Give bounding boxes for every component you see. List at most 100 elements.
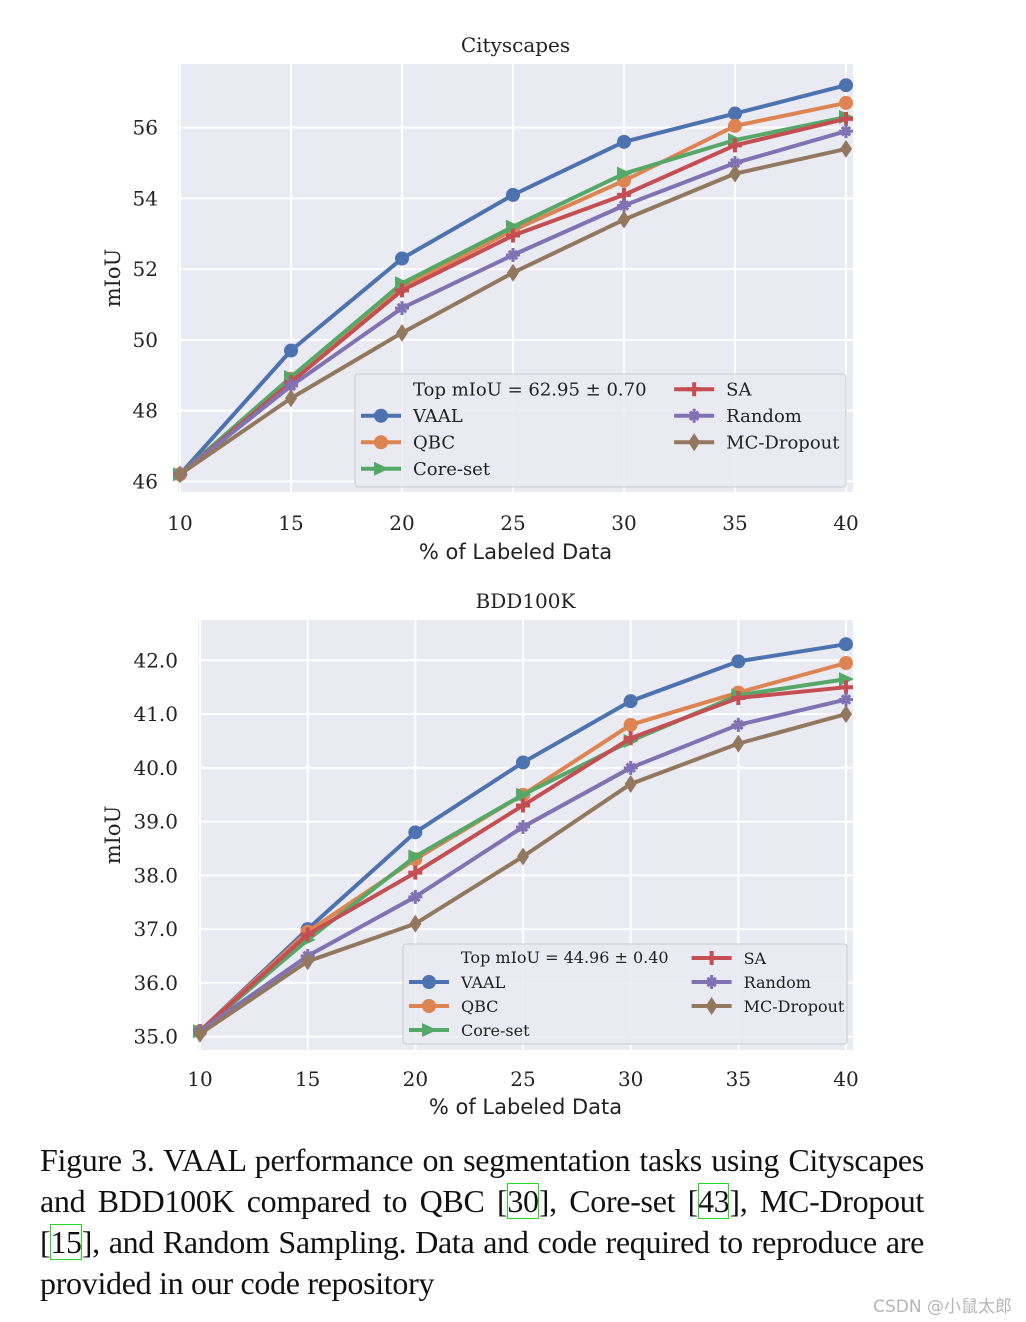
y-axis-label: mIoU bbox=[101, 806, 125, 865]
marker-plus bbox=[623, 731, 638, 746]
x-tick-label: 35 bbox=[726, 1067, 751, 1091]
marker-star bbox=[839, 692, 853, 707]
marker-triangle-right bbox=[516, 787, 531, 802]
citation-link-30[interactable]: 30 bbox=[507, 1183, 539, 1219]
caption-text: Figure 3. VAAL performance on segmentati… bbox=[40, 1142, 924, 1219]
series-sa bbox=[193, 680, 853, 1039]
caption-text: ], and Random Sampling. Data and code re… bbox=[40, 1224, 924, 1301]
marker-octagon bbox=[623, 717, 638, 732]
y-tick-label: 40.0 bbox=[133, 756, 178, 780]
marker-triangle-right bbox=[617, 166, 632, 181]
legend-label: QBC bbox=[413, 432, 455, 453]
marker-circle bbox=[395, 251, 409, 266]
marker-circle bbox=[516, 755, 530, 770]
legend-label: VAAL bbox=[460, 973, 506, 992]
marker-octagon bbox=[839, 95, 853, 110]
x-tick-label: 25 bbox=[500, 511, 525, 535]
x-tick-label: 40 bbox=[833, 1067, 858, 1091]
marker-triangle-right bbox=[422, 1023, 437, 1037]
marker-star bbox=[839, 124, 853, 139]
y-tick-label: 52 bbox=[133, 257, 158, 281]
legend-label: Core-set bbox=[413, 459, 491, 480]
series-random bbox=[173, 124, 853, 482]
marker-plus bbox=[704, 951, 719, 965]
marker-star bbox=[617, 198, 631, 213]
marker-plus bbox=[728, 138, 742, 153]
marker-circle bbox=[284, 343, 298, 358]
marker-circle bbox=[623, 694, 638, 709]
citation-link-15[interactable]: 15 bbox=[50, 1224, 82, 1260]
legend-label: Core-set bbox=[461, 1021, 530, 1040]
y-axis-label: mIoU bbox=[101, 249, 125, 308]
marker-star bbox=[623, 760, 638, 775]
marker-circle bbox=[408, 825, 423, 840]
y-tick-label: 36.0 bbox=[133, 971, 178, 995]
chart-title: BDD100K bbox=[476, 589, 577, 613]
y-tick-label: 48 bbox=[133, 399, 158, 423]
marker-triangle-right bbox=[374, 461, 389, 476]
legend-label: MC-Dropout bbox=[726, 432, 840, 453]
x-tick-label: 20 bbox=[403, 1067, 428, 1091]
chart-title: Cityscapes bbox=[461, 33, 570, 57]
marker-diamond bbox=[396, 323, 408, 342]
y-tick-label: 46 bbox=[133, 469, 158, 493]
marker-triangle-right bbox=[395, 276, 410, 291]
legend-title: Top mIoU = 44.96 ± 0.40 bbox=[461, 948, 669, 967]
x-tick-label: 20 bbox=[389, 511, 414, 535]
marker-diamond bbox=[409, 914, 422, 933]
y-tick-label: 35.0 bbox=[133, 1025, 178, 1049]
marker-triangle-right bbox=[506, 219, 521, 234]
marker-circle bbox=[728, 106, 742, 121]
marker-circle bbox=[422, 975, 436, 989]
y-tick-label: 54 bbox=[133, 186, 158, 210]
marker-star bbox=[506, 248, 520, 263]
marker-diamond bbox=[517, 847, 529, 866]
marker-star bbox=[731, 717, 746, 732]
marker-star bbox=[516, 819, 530, 834]
marker-diamond bbox=[732, 734, 745, 753]
marker-plus bbox=[408, 865, 423, 880]
marker-plus bbox=[395, 283, 409, 298]
x-tick-label: 15 bbox=[278, 511, 303, 535]
y-tick-label: 56 bbox=[133, 116, 158, 140]
legend: Top mIoU = 62.95 ± 0.70 VAAL QBC Core-set SA… bbox=[354, 373, 847, 488]
marker-star bbox=[284, 378, 298, 393]
legend-label: SA bbox=[726, 379, 752, 400]
legend-label: QBC bbox=[461, 997, 498, 1016]
marker-diamond bbox=[705, 997, 718, 1015]
legend-label: Random bbox=[726, 406, 802, 427]
x-tick-label: 40 bbox=[833, 511, 858, 535]
legend-label: VAAL bbox=[412, 406, 463, 427]
legend-title: Top mIoU = 62.95 ± 0.70 bbox=[413, 380, 647, 401]
citation-link-43[interactable]: 43 bbox=[698, 1183, 730, 1219]
marker-diamond bbox=[624, 774, 637, 793]
marker-plus bbox=[506, 228, 520, 243]
chart-cityscapes: 10 15 20 25 30 35 40 46 48 50 52 54 56 Cityscapes % of… bbox=[101, 33, 859, 564]
marker-diamond bbox=[840, 139, 852, 158]
x-axis-label: % of Labeled Data bbox=[429, 1095, 622, 1119]
marker-circle bbox=[839, 78, 853, 93]
marker-diamond bbox=[729, 164, 741, 183]
marker-diamond bbox=[194, 1024, 206, 1043]
caption-text: ], Core-set [ bbox=[538, 1183, 699, 1219]
x-tick-label: 15 bbox=[295, 1067, 320, 1091]
x-tick-label: 25 bbox=[510, 1067, 535, 1091]
x-axis-label: % of Labeled Data bbox=[419, 540, 612, 564]
marker-diamond bbox=[507, 263, 519, 282]
legend-box bbox=[354, 373, 847, 488]
marker-diamond bbox=[285, 389, 297, 408]
y-tick-label: 38.0 bbox=[133, 863, 178, 887]
marker-diamond bbox=[618, 210, 630, 229]
series-mc-dropout bbox=[194, 705, 852, 1043]
legend-label: SA bbox=[744, 949, 767, 968]
x-tick-label: 30 bbox=[611, 511, 636, 535]
watermark: CSDN @小鼠太郎 bbox=[873, 1297, 1012, 1317]
y-tick-label: 50 bbox=[133, 328, 158, 352]
legend-label: MC-Dropout bbox=[744, 997, 845, 1016]
x-tick-label: 10 bbox=[167, 511, 192, 535]
legend-box bbox=[402, 943, 848, 1045]
marker-triangle-right bbox=[839, 672, 854, 687]
marker-star bbox=[687, 408, 702, 423]
y-tick-label: 39.0 bbox=[133, 810, 178, 834]
marker-octagon bbox=[728, 118, 742, 133]
